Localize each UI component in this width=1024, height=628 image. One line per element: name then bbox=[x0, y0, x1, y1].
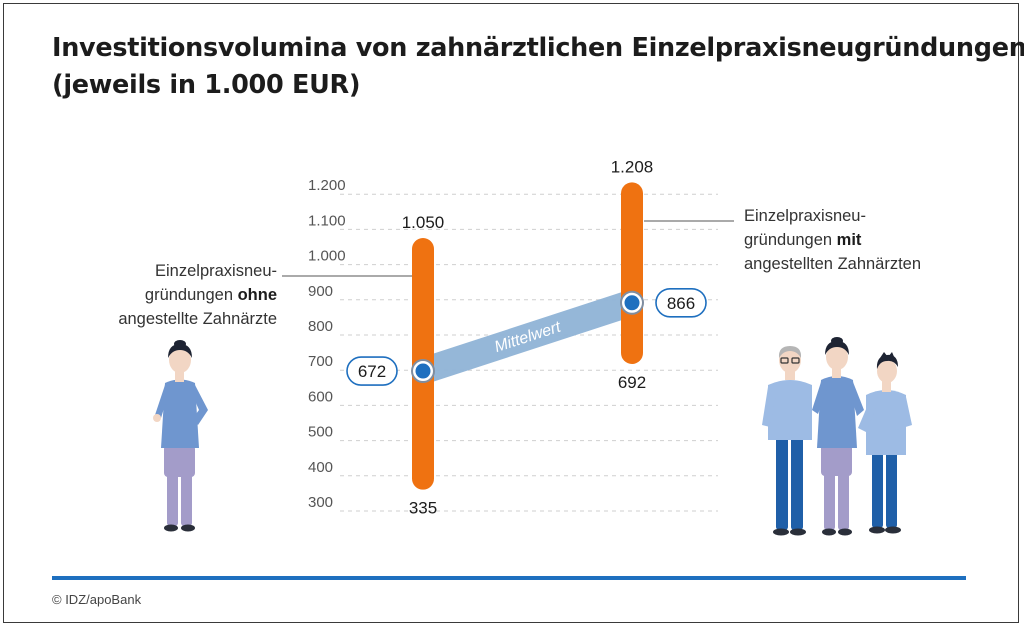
series-label-mit-bold: mit bbox=[837, 231, 862, 249]
footer-rule bbox=[52, 576, 966, 580]
series-label-ohne-bold: ohne bbox=[238, 286, 277, 304]
y-tick-label-10: 1.200 bbox=[308, 177, 346, 194]
y-tick-label-6: 800 bbox=[308, 318, 333, 335]
y-tick-label-2: 400 bbox=[308, 459, 333, 476]
min-label-mit: 692 bbox=[618, 373, 646, 392]
grid bbox=[340, 193, 718, 512]
max-label-mit: 1.208 bbox=[611, 157, 654, 176]
copyright: © IDZ/apoBank bbox=[52, 592, 142, 607]
y-tick-label-4: 600 bbox=[308, 388, 333, 405]
mean-dot-mit bbox=[624, 295, 640, 311]
y-tick-label-3: 500 bbox=[308, 424, 333, 441]
dentist-illustration bbox=[153, 340, 208, 532]
range-bars bbox=[411, 182, 644, 490]
mean-label-mit: 866 bbox=[667, 294, 695, 313]
max-label-ohne: 1.050 bbox=[402, 213, 445, 232]
y-axis-ticks: 300 400 500 600 700 800 900 1.000 1.100 1.200 bbox=[308, 177, 346, 511]
data-labels: 1.050 335 672 1.208 692 866 bbox=[346, 157, 707, 518]
mean-dot-ohne bbox=[415, 363, 431, 379]
y-tick-label-5: 700 bbox=[308, 353, 333, 370]
mean-bubble-ohne bbox=[346, 356, 398, 386]
mean-band-shape bbox=[423, 288, 632, 386]
series-label-mit-line-2: gründungen mit bbox=[744, 231, 862, 249]
mean-label-ohne: 672 bbox=[358, 362, 386, 381]
y-tick-label-9: 1.100 bbox=[308, 212, 346, 229]
series-label-mit-line-3: angestellten Zahnärzten bbox=[744, 255, 921, 273]
series-label-mit-line-1: Einzelpraxisneu- bbox=[744, 207, 866, 225]
leader-lines bbox=[282, 220, 734, 277]
y-tick-label-7: 900 bbox=[308, 283, 333, 300]
min-label-ohne: 335 bbox=[409, 499, 437, 518]
series-label-ohne-line-2: gründungen ohne bbox=[145, 286, 277, 304]
y-tick-label-1: 300 bbox=[308, 494, 333, 511]
range-bar-mit bbox=[621, 182, 643, 365]
mean-bubble-mit bbox=[655, 287, 707, 318]
y-tick-label-8: 1.000 bbox=[308, 248, 346, 265]
dental-team-illustration bbox=[762, 337, 912, 536]
chart-title: Investitionsvolumina von zahnärztlichen … bbox=[52, 30, 1024, 104]
title-line-1: Investitionsvolumina von zahnärztlichen … bbox=[52, 33, 1024, 63]
series-label-ohne-line-3: angestellte Zahnärzte bbox=[118, 310, 277, 328]
series-label-ohne-prefix: gründungen bbox=[145, 286, 238, 304]
series-label-ohne-line-1: Einzelpraxisneu- bbox=[155, 262, 277, 280]
series-label-mit-prefix: gründungen bbox=[744, 231, 837, 249]
series-labels: Einzelpraxisneu-gründungen ohne angestell… bbox=[118, 207, 921, 328]
title-line-2: (jeweils in 1.000 EUR) bbox=[52, 70, 361, 100]
